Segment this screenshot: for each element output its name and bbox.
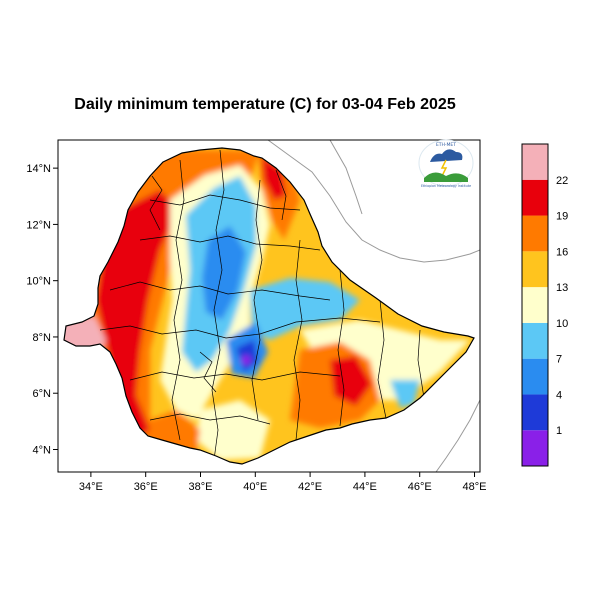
map-title: Daily minimum temperature (C) for 03-04 … [74,96,456,113]
x-axis: 34°E 36°E 38°E 40°E 42°E 44°E 46°E 48°E [79,472,487,493]
y-tick-label: 12°N [26,219,51,231]
colorbar-swatch [522,251,548,288]
x-tick-label: 34°E [79,481,103,493]
y-tick-label: 4°N [33,444,52,456]
colorbar-label: 19 [556,211,568,223]
admin-boundaries [99,149,425,461]
country-outline [63,147,475,465]
x-tick-label: 44°E [353,481,377,493]
x-tick-label: 40°E [243,481,267,493]
colorbar-frame [521,143,549,467]
x-tick-label: 38°E [189,481,213,493]
colorbar-label: 13 [556,282,568,294]
x-tick-label: 42°E [298,481,322,493]
y-tick-label: 10°N [26,276,51,288]
colorbar-swatch [522,144,548,180]
colorbar-swatch [522,322,548,359]
map-frame [57,139,481,473]
colorbar: 22 19 16 13 10 7 4 1 [521,143,568,467]
colorbar-label: 16 [556,246,568,258]
logo-caption: Ethiopian Meteorology Institute [421,184,471,188]
colorbar-label: 22 [556,175,568,187]
x-tick-label: 36°E [134,481,158,493]
colorbar-swatch [522,215,548,252]
x-tick-label: 48°E [463,481,487,493]
y-tick-label: 6°N [33,388,52,400]
colorbar-swatch [522,394,548,431]
colorbar-swatch [522,358,548,395]
x-tick-label: 46°E [408,481,432,493]
colorbar-label: 4 [556,389,562,401]
institute-logo: ETH-MET Ethiopian Meteorology Institute [418,139,474,188]
y-axis: 14°N 12°N 10°N 8°N 6°N 4°N [26,163,58,456]
colorbar-label: 1 [556,425,562,437]
colorbar-label: 7 [556,354,562,366]
colorbar-label: 10 [556,318,568,330]
y-tick-label: 14°N [26,163,51,175]
svg-text:ETH-MET: ETH-MET [436,142,456,148]
colorbar-swatch [522,287,548,323]
coastline-lines [267,140,480,472]
colorbar-swatch [522,430,548,466]
y-tick-label: 8°N [33,332,52,344]
colorbar-swatch [522,179,548,216]
